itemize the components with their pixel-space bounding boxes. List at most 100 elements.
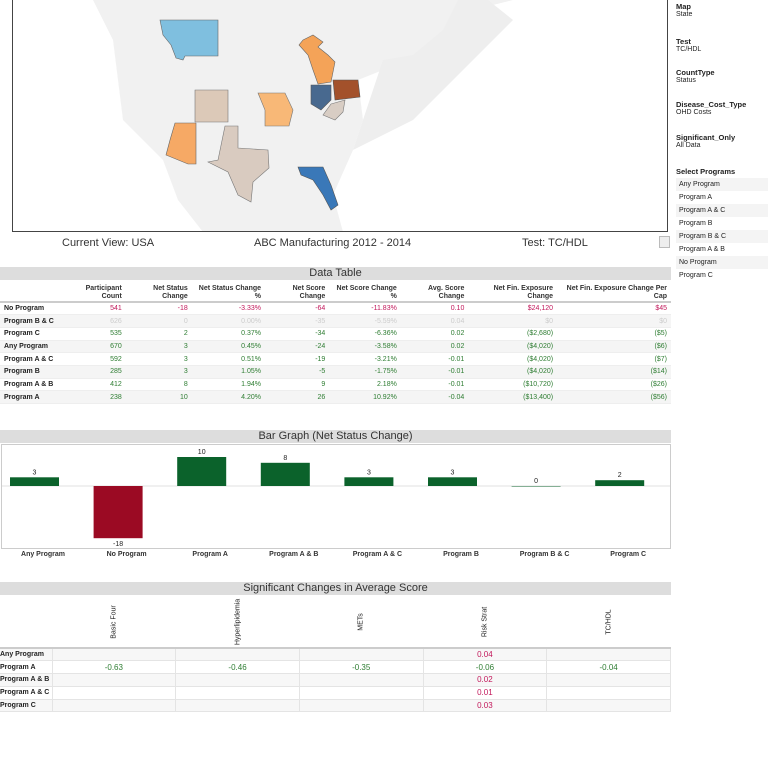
- column-header-text: Hyperlipidemia: [234, 598, 242, 645]
- table-cell: -34: [315, 330, 326, 338]
- bar-value-label: 3: [451, 469, 455, 476]
- table-row[interactable]: Program A & C 592 3 0.51% -19 -3.21% -0.01 ($4,…: [0, 353, 671, 366]
- table-cell: -3.21%: [374, 355, 397, 363]
- column-header: METs: [299, 596, 424, 649]
- filter-value[interactable]: Status: [676, 77, 696, 84]
- table-row[interactable]: Program A 238 10 4.20% 26 10.92% -0.04 ($13,400…: [0, 390, 671, 404]
- table-cell: [51, 647, 177, 662]
- program-option[interactable]: Program A: [676, 191, 768, 204]
- filter-value[interactable]: OHD Costs: [676, 109, 712, 116]
- table-cell: 0.01: [422, 685, 548, 700]
- table-cell: 592: [110, 355, 122, 363]
- table-cell: [298, 647, 424, 662]
- bar[interactable]: [428, 477, 477, 486]
- state-missouri[interactable]: [257, 92, 294, 127]
- program-option[interactable]: No Program: [676, 256, 768, 269]
- category-label: No Program: [106, 551, 147, 558]
- table-cell: -0.01: [400, 365, 469, 379]
- state-montana[interactable]: [159, 19, 219, 61]
- table-row[interactable]: Program A & B 412 8 1.94% 9 2.18% -0.01 ($10,72…: [0, 378, 671, 391]
- column-header-text: Basic Four: [110, 604, 118, 639]
- state-texas[interactable]: [207, 125, 270, 203]
- table-cell: 0.03: [422, 698, 548, 713]
- column-header: TC/HDL: [546, 596, 671, 649]
- state-ohio[interactable]: [310, 84, 332, 111]
- table-cell: [546, 647, 671, 662]
- table-row[interactable]: Any Program 670 3 0.45% -24 -3.58% 0.02 ($4,020…: [0, 340, 671, 353]
- row-label: Any Program: [0, 647, 53, 662]
- filter-4[interactable]: Significant_Only All Data: [676, 133, 735, 149]
- table-cell: 670: [62, 340, 126, 353]
- state-shapes: [159, 19, 361, 211]
- table-row[interactable]: Program B & C 626 0 0.00% -35 -5.59% 0.04 $0 $0: [0, 314, 671, 328]
- filter-value[interactable]: All Data: [676, 142, 701, 149]
- bar[interactable]: [344, 477, 394, 486]
- table-cell: -0.06: [422, 660, 548, 675]
- program-option[interactable]: Program B: [676, 217, 768, 230]
- map-canvas[interactable]: [13, 0, 668, 232]
- table-row[interactable]: No Program 541 -18 -3.33% -64 -11.83% 0.10 $24,…: [0, 302, 671, 315]
- table-cell: -3.33%: [238, 305, 262, 313]
- table-row: Program A & B 0.02: [0, 673, 671, 687]
- state-west-virginia[interactable]: [322, 99, 346, 121]
- table-cell: [546, 673, 671, 687]
- column-header: Net Fin. Exposure Change: [468, 283, 558, 303]
- table-cell: $0: [557, 314, 671, 328]
- state-florida[interactable]: [297, 166, 339, 211]
- state-michigan[interactable]: [298, 34, 336, 85]
- table-cell: 0.02: [450, 330, 465, 338]
- table-cell: 10.92%: [329, 390, 401, 404]
- table-cell: -0.04: [546, 660, 671, 675]
- us-state-map[interactable]: [12, 0, 668, 232]
- table-cell: 0.37%: [241, 330, 262, 338]
- column-header-text: METs: [357, 612, 365, 631]
- category-label: Any Program: [21, 551, 65, 558]
- table-cell: -35: [265, 314, 330, 328]
- table-cell: 0.51%: [241, 355, 262, 363]
- bar[interactable]: [177, 457, 227, 486]
- table-cell: -1.75%: [329, 365, 401, 379]
- filter-2[interactable]: CountType Status: [676, 68, 715, 84]
- table-cell: 2.18%: [376, 380, 397, 388]
- table-cell: [175, 673, 300, 687]
- table-row[interactable]: Program C 535 2 0.37% -34 -6.36% 0.02 ($2,680) (…: [0, 327, 671, 341]
- table-cell: -3.58%: [329, 340, 401, 353]
- filter-0[interactable]: Map State: [676, 2, 692, 18]
- state-pennsylvania[interactable]: [332, 79, 361, 101]
- bar[interactable]: [10, 477, 59, 486]
- bar-graph-title: Bar Graph (Net Status Change): [0, 430, 671, 443]
- map-toggle-button[interactable]: [659, 236, 670, 248]
- table-cell: 1.05%: [191, 365, 266, 379]
- table-cell: ($4,020): [468, 365, 558, 379]
- table-cell: 1.94%: [241, 380, 262, 388]
- category-label: Program A & B: [269, 551, 319, 558]
- bar[interactable]: [260, 462, 310, 486]
- column-header: [0, 283, 62, 303]
- filter-3[interactable]: Disease_Cost_Type OHD Costs: [676, 100, 746, 116]
- program-option[interactable]: Program C: [676, 269, 768, 282]
- table-row[interactable]: Program B 285 3 1.05% -5 -1.75% -0.01 ($4,020)(…: [0, 365, 671, 379]
- column-header-text: TC/HDL: [605, 608, 613, 635]
- table-cell: [51, 698, 177, 713]
- table-cell: [298, 685, 424, 700]
- table-cell: $24,120: [527, 305, 554, 313]
- bar[interactable]: [595, 480, 645, 486]
- filter-value[interactable]: State: [676, 11, 693, 18]
- bar[interactable]: [93, 486, 143, 539]
- program-option[interactable]: Program A & C: [676, 204, 768, 217]
- column-header: Risk Strat: [423, 596, 547, 649]
- table-cell: ($14): [557, 365, 671, 379]
- state-colorado[interactable]: [194, 89, 229, 123]
- filter-1[interactable]: Test TC/HDL: [676, 37, 701, 53]
- table-cell: 2: [183, 330, 188, 338]
- current-view-caption: Current View: USA: [62, 237, 155, 249]
- table-cell: 0.04: [422, 647, 548, 662]
- state-arizona[interactable]: [165, 122, 197, 165]
- filter-value[interactable]: TC/HDL: [676, 46, 702, 53]
- program-option[interactable]: Program B & C: [676, 230, 768, 243]
- table-cell: [298, 673, 424, 687]
- category-label: Program B & C: [519, 551, 570, 558]
- program-option[interactable]: Any Program: [676, 178, 768, 191]
- program-option[interactable]: Program A & B: [676, 243, 768, 256]
- bar[interactable]: [511, 486, 561, 487]
